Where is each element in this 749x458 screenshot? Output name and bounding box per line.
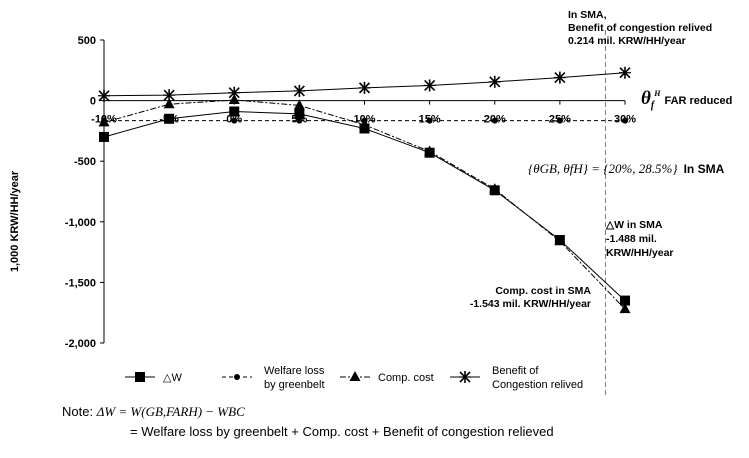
data-point	[554, 235, 566, 246]
data-point	[358, 81, 371, 94]
legend-swatch-marker	[349, 371, 361, 381]
note-line2: = Welfare loss by greenbelt + Comp. cost…	[130, 424, 554, 439]
axes: 5000-500-1,000-1,500-2,000-10%-5%0%5%10%…	[9, 30, 732, 395]
data-point	[489, 183, 501, 194]
data-point	[294, 108, 305, 119]
data-point	[98, 89, 110, 102]
data-point	[231, 117, 238, 124]
data-point	[423, 79, 436, 92]
data-point	[620, 295, 630, 306]
data-point	[229, 106, 240, 117]
data-point	[426, 117, 433, 124]
data-point	[359, 118, 370, 129]
data-point	[296, 117, 303, 124]
legend-item: Comp. cost	[340, 371, 434, 384]
y-tick-label: 0	[90, 96, 96, 108]
annotation-delta-w-line: -1.488 mil.	[606, 233, 657, 245]
legend-swatch-marker	[459, 371, 471, 383]
chart: 5000-500-1,000-1,500-2,000-10%-5%0%5%10%…	[9, 9, 732, 395]
data-point	[99, 131, 109, 142]
legend-label: Welfare loss	[264, 365, 325, 377]
data-point	[228, 93, 240, 104]
data-point	[553, 71, 566, 84]
series-2	[98, 93, 631, 314]
legend-swatch-marker	[234, 374, 240, 380]
x-label-sub: f	[651, 100, 656, 111]
note-prefix: Note:	[62, 404, 94, 419]
annotation-delta-w-line: KRW/HH/year	[606, 247, 674, 259]
legend-label: Congestion relived	[492, 379, 583, 391]
legend-item: △W	[125, 372, 182, 384]
annotation-comp-cost-line: -1.543 mil. KRW/HH/year	[470, 298, 591, 310]
theta-pair-suffix: In SMA	[684, 162, 725, 176]
note-equation: ΔW = W(GB,FARH) − WBC	[96, 404, 245, 419]
x-label-sup: H	[653, 89, 661, 98]
data-point	[619, 303, 631, 314]
x-label-suffix: FAR reduced	[664, 95, 732, 107]
data-point	[556, 117, 563, 124]
series-3	[98, 66, 631, 102]
x-label-symbol: θ	[641, 88, 651, 109]
legend-item: Welfare loss by greenbelt	[222, 365, 325, 391]
data-point	[491, 117, 498, 124]
data-point	[488, 75, 501, 88]
x-axis-label: θfHFAR reduced	[641, 88, 732, 111]
data-point	[293, 99, 305, 110]
legend-label: by greenbelt	[264, 379, 325, 391]
legend: △W Welfare loss by greenbelt Comp. cost Bene…	[125, 365, 583, 391]
legend-swatch-marker	[135, 372, 145, 382]
annotation-delta-w-line: △W in SMA	[605, 219, 663, 231]
note: Note: ΔW = W(GB,FARH) − WBC = Welfare lo…	[62, 402, 554, 442]
series-layer	[98, 66, 631, 314]
annotation-benefit-line: 0.214 mil. KRW/HH/year	[568, 35, 686, 47]
y-axis-label: 1,000 KRW/HH/year	[9, 170, 21, 272]
legend-label: △W	[163, 372, 182, 384]
series-line	[103, 111, 626, 301]
annotations: In SMA,Benefit of congestion relived0.21…	[470, 9, 725, 310]
y-tick-label: -1,500	[65, 277, 96, 289]
annotation-comp-cost-line: Comp. cost in SMA	[495, 285, 591, 297]
legend-label: Benefit of	[492, 365, 539, 377]
data-point	[166, 117, 173, 124]
data-point	[228, 86, 241, 99]
data-point	[163, 89, 176, 102]
annotation-benefit-line: Benefit of congestion relived	[568, 22, 712, 34]
data-point	[98, 116, 110, 127]
annotation-theta-pair: {θGB, θfH} = {20%, 28.5%} In SMA	[528, 161, 725, 176]
y-tick-label: -500	[74, 156, 96, 168]
legend-label: Comp. cost	[378, 372, 434, 384]
data-point	[293, 84, 306, 97]
y-tick-label: 500	[78, 35, 96, 47]
series-0	[99, 106, 630, 306]
annotation-benefit-line: In SMA,	[568, 9, 607, 21]
data-point	[622, 117, 628, 124]
y-tick-label: -2,000	[65, 338, 96, 350]
legend-item: Benefit of Congestion relived	[450, 365, 583, 391]
data-point	[619, 66, 631, 79]
y-tick-label: -1,000	[65, 217, 96, 229]
data-point	[163, 98, 175, 109]
theta-pair-formula: {θGB, θfH} = {20%, 28.5%}	[528, 161, 678, 176]
data-point	[424, 145, 436, 156]
